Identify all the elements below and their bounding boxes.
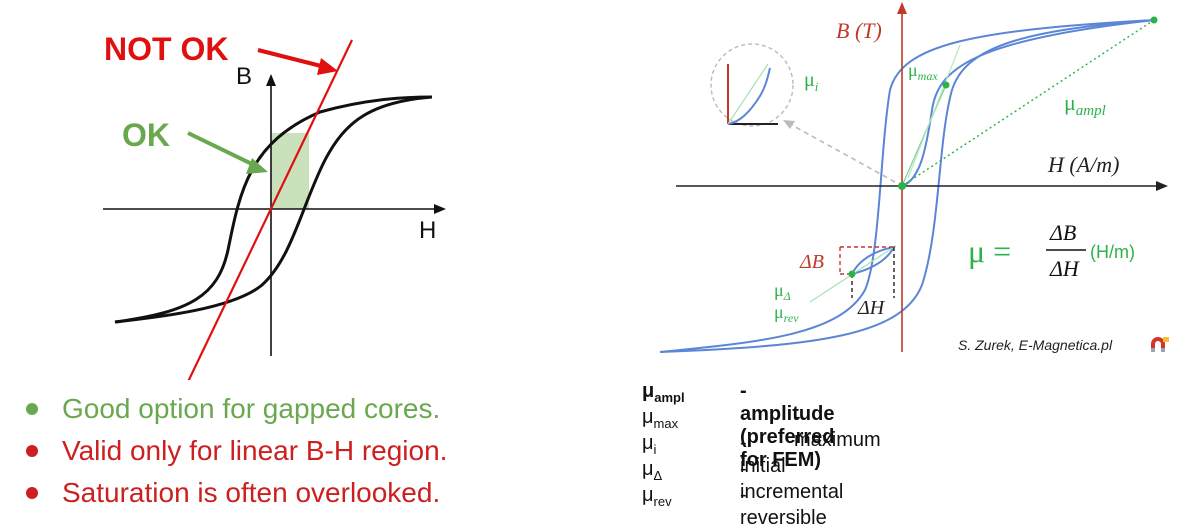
mu-max-label: μmax [908, 60, 938, 83]
h-axis-label: H [419, 217, 436, 244]
legend-symbol: μampl [642, 380, 685, 405]
mu-ampl-point [1150, 16, 1158, 24]
mu-ampl-line [901, 19, 1155, 187]
bullet-dot [26, 487, 38, 499]
legend-symbol: μΔ [642, 458, 663, 483]
delta-h-label: ΔH [857, 297, 886, 319]
mu-ampl-label: μampl [1064, 90, 1106, 119]
legend-symbol: μi [642, 432, 657, 457]
hysteresis-loop-upper [114, 95, 433, 324]
b-axis-label: B (T) [836, 18, 882, 43]
mu-i-label: μi [804, 69, 819, 94]
bullet-text: Saturation is often overlooked. [62, 477, 441, 508]
formula-mu: μ = [968, 233, 1011, 269]
bullet-item: Saturation is often overlooked. [18, 472, 447, 514]
bullet-dot [26, 445, 38, 457]
legend-description: - reversible [740, 484, 827, 529]
magnet-icon [1151, 337, 1169, 352]
formula-unit: (H/m) [1090, 242, 1135, 262]
major-loop-lower [659, 19, 1156, 353]
not-ok-arrow [257, 48, 326, 69]
legend-description: - incremental [740, 458, 844, 503]
bullet-item: Valid only for linear B-H region. [18, 430, 447, 472]
legend-description: - maximum [794, 406, 881, 451]
h-axis-arrow [434, 204, 446, 214]
b-axis-arrow [266, 74, 276, 86]
legend-symbol: μmax [642, 406, 679, 431]
ok-label: OK [122, 117, 170, 153]
ok-arrowhead [246, 158, 268, 174]
right-permeability-diagram: B (T) H (A/m) μi μmax μampl μΔ μrev ΔB Δ… [659, 2, 1168, 353]
origin-point [898, 182, 906, 190]
delta-b-label: ΔB [799, 251, 824, 273]
h-axis-label: H (A/m) [1047, 152, 1119, 177]
left-hysteresis-diagram: NOT OK OK B H [103, 31, 446, 380]
bullet-text: Valid only for linear B-H region. [62, 435, 448, 466]
inset-tangent [727, 63, 769, 125]
credit-text: S. Zurek, E-Magnetica.pl [958, 337, 1113, 353]
legend-description: - initial [740, 432, 786, 477]
not-ok-label: NOT OK [104, 31, 228, 67]
formula-numerator: ΔB [1049, 220, 1076, 245]
ok-arrow [187, 131, 257, 168]
inset-circle [710, 43, 794, 127]
hysteresis-loop-lower [114, 95, 433, 324]
initial-curve [901, 19, 1156, 187]
inset-curve [727, 67, 771, 125]
b-axis-label: B [236, 63, 252, 90]
mu-rev-label: μrev [774, 302, 799, 325]
h-axis-arrow [1156, 181, 1168, 191]
inset-arrowhead [783, 120, 795, 129]
bullet-list: Good option for gapped cores. Valid only… [18, 388, 447, 514]
bullet-item: Good option for gapped cores. [18, 388, 447, 430]
bullet-text: Good option for gapped cores. [62, 393, 441, 424]
formula-denominator: ΔH [1049, 256, 1080, 281]
major-loop-upper [659, 19, 1156, 353]
inset-arrow [789, 123, 896, 183]
mu-max-point [942, 81, 950, 89]
mu-max-tangent [907, 44, 961, 179]
legend-symbol: μrev [642, 484, 672, 509]
b-axis-arrow [897, 2, 907, 14]
bullet-dot [26, 403, 38, 415]
mu-delta-label: μΔ [774, 280, 791, 303]
legend-description: - amplitude (preferred for FEM) [740, 380, 835, 471]
not-ok-arrowhead [317, 58, 338, 75]
not-ok-line [187, 39, 353, 380]
minor-loop-point [848, 270, 856, 278]
